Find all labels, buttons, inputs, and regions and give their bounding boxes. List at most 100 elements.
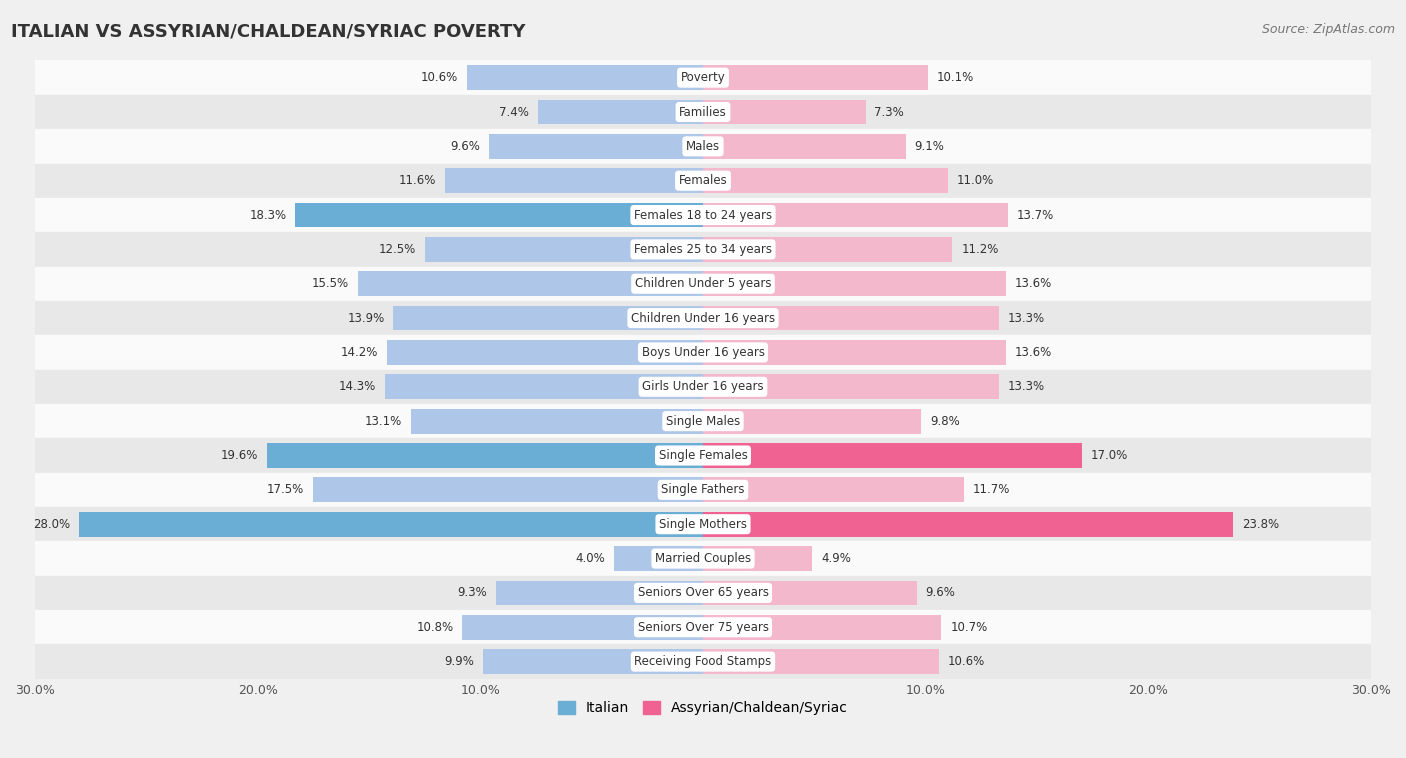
Bar	[703, 478, 963, 503]
Text: 10.8%: 10.8%	[416, 621, 454, 634]
Text: 28.0%: 28.0%	[34, 518, 70, 531]
Bar	[35, 335, 1371, 370]
Text: 11.6%: 11.6%	[398, 174, 436, 187]
Text: Single Females: Single Females	[658, 449, 748, 462]
Text: Females 18 to 24 years: Females 18 to 24 years	[634, 208, 772, 221]
Text: 15.5%: 15.5%	[312, 277, 349, 290]
Text: 10.6%: 10.6%	[420, 71, 458, 84]
Text: 11.7%: 11.7%	[973, 484, 1010, 496]
Text: 4.0%: 4.0%	[575, 552, 605, 565]
Bar	[35, 473, 1371, 507]
Text: 7.3%: 7.3%	[875, 105, 904, 118]
Bar	[412, 409, 703, 434]
Text: Girls Under 16 years: Girls Under 16 years	[643, 381, 763, 393]
Bar	[425, 237, 703, 262]
Text: 9.8%: 9.8%	[931, 415, 960, 428]
Bar	[80, 512, 703, 537]
Bar	[538, 99, 703, 124]
Text: 17.0%: 17.0%	[1091, 449, 1128, 462]
Text: 13.9%: 13.9%	[347, 312, 385, 324]
Text: Poverty: Poverty	[681, 71, 725, 84]
Bar	[35, 164, 1371, 198]
Bar	[35, 576, 1371, 610]
Bar	[359, 271, 703, 296]
Bar	[35, 507, 1371, 541]
Bar	[703, 650, 939, 674]
Bar	[703, 237, 952, 262]
Bar	[467, 65, 703, 90]
Bar	[463, 615, 703, 640]
Bar	[703, 65, 928, 90]
Bar	[482, 650, 703, 674]
Text: 13.7%: 13.7%	[1017, 208, 1054, 221]
Text: 14.3%: 14.3%	[339, 381, 375, 393]
Text: Females: Females	[679, 174, 727, 187]
Text: 23.8%: 23.8%	[1241, 518, 1279, 531]
Bar	[703, 581, 917, 605]
Bar	[35, 610, 1371, 644]
Bar	[703, 615, 941, 640]
Text: 13.1%: 13.1%	[366, 415, 402, 428]
Bar	[703, 374, 1000, 399]
Text: 4.9%: 4.9%	[821, 552, 851, 565]
Bar	[444, 168, 703, 193]
Bar	[35, 301, 1371, 335]
Bar	[703, 443, 1081, 468]
Bar	[489, 134, 703, 158]
Bar	[703, 512, 1233, 537]
Bar	[35, 370, 1371, 404]
Text: Married Couples: Married Couples	[655, 552, 751, 565]
Text: 14.2%: 14.2%	[340, 346, 378, 359]
Text: 13.3%: 13.3%	[1008, 312, 1045, 324]
Legend: Italian, Assyrian/Chaldean/Syriac: Italian, Assyrian/Chaldean/Syriac	[558, 701, 848, 715]
Text: 17.5%: 17.5%	[267, 484, 304, 496]
Text: 9.1%: 9.1%	[914, 140, 945, 153]
Bar	[703, 305, 1000, 330]
Bar	[295, 202, 703, 227]
Text: 10.1%: 10.1%	[936, 71, 974, 84]
Text: 9.9%: 9.9%	[444, 655, 474, 668]
Bar	[35, 61, 1371, 95]
Bar	[614, 547, 703, 571]
Text: 12.5%: 12.5%	[378, 243, 416, 256]
Text: 11.0%: 11.0%	[957, 174, 994, 187]
Text: 19.6%: 19.6%	[221, 449, 257, 462]
Text: Receiving Food Stamps: Receiving Food Stamps	[634, 655, 772, 668]
Bar	[267, 443, 703, 468]
Bar	[35, 198, 1371, 232]
Text: 7.4%: 7.4%	[499, 105, 529, 118]
Bar	[703, 271, 1005, 296]
Bar	[35, 644, 1371, 678]
Bar	[35, 541, 1371, 576]
Text: Families: Families	[679, 105, 727, 118]
Bar	[35, 129, 1371, 164]
Text: Children Under 5 years: Children Under 5 years	[634, 277, 772, 290]
Text: Seniors Over 65 years: Seniors Over 65 years	[637, 587, 769, 600]
Text: Seniors Over 75 years: Seniors Over 75 years	[637, 621, 769, 634]
Text: 13.6%: 13.6%	[1015, 346, 1052, 359]
Text: 10.6%: 10.6%	[948, 655, 986, 668]
Bar	[703, 168, 948, 193]
Bar	[387, 340, 703, 365]
Text: 13.6%: 13.6%	[1015, 277, 1052, 290]
Text: Children Under 16 years: Children Under 16 years	[631, 312, 775, 324]
Bar	[703, 202, 1008, 227]
Bar	[394, 305, 703, 330]
Bar	[35, 267, 1371, 301]
Text: Source: ZipAtlas.com: Source: ZipAtlas.com	[1261, 23, 1395, 36]
Text: 10.7%: 10.7%	[950, 621, 987, 634]
Text: 18.3%: 18.3%	[249, 208, 287, 221]
Bar	[703, 409, 921, 434]
Text: 13.3%: 13.3%	[1008, 381, 1045, 393]
Bar	[35, 438, 1371, 473]
Text: Single Males: Single Males	[666, 415, 740, 428]
Bar	[703, 547, 813, 571]
Bar	[35, 95, 1371, 129]
Bar	[35, 404, 1371, 438]
Text: Single Mothers: Single Mothers	[659, 518, 747, 531]
Bar	[703, 340, 1005, 365]
Text: Females 25 to 34 years: Females 25 to 34 years	[634, 243, 772, 256]
Bar	[703, 134, 905, 158]
Bar	[703, 99, 866, 124]
Text: ITALIAN VS ASSYRIAN/CHALDEAN/SYRIAC POVERTY: ITALIAN VS ASSYRIAN/CHALDEAN/SYRIAC POVE…	[11, 23, 526, 41]
